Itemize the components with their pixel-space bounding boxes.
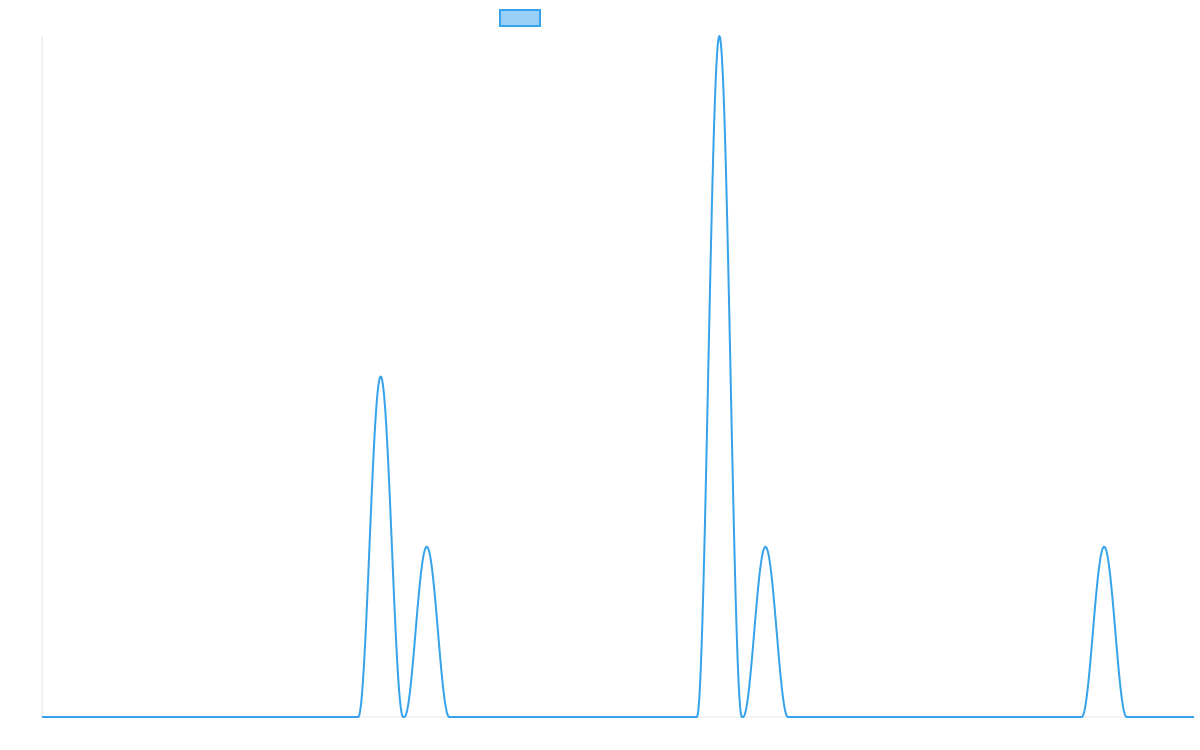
- series-group: [41, 35, 1195, 718]
- legend[interactable]: [499, 9, 541, 27]
- series-line-0: [41, 35, 1195, 718]
- legend-swatch[interactable]: [499, 9, 541, 27]
